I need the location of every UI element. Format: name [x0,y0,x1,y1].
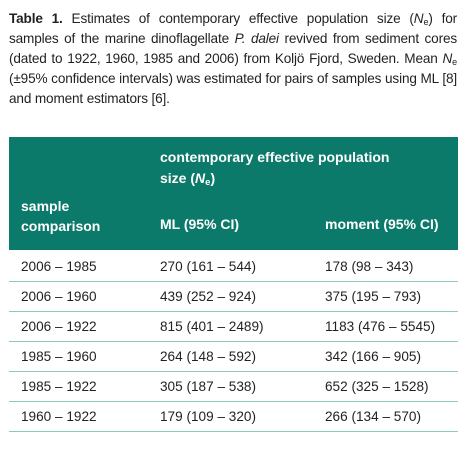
cell-ml: 815 (401 – 2489) [160,319,264,334]
cell-comparison: 2006 – 1960 [21,289,97,304]
caption-ne-symbol-2: N [442,51,453,66]
cell-ml: 179 (109 – 320) [160,409,256,424]
cell-ml: 270 (161 – 544) [160,259,256,274]
table-caption: Table 1. Estimates of contemporary effec… [9,9,457,109]
caption-ne-sub-2: e [452,57,457,67]
header-span-sub: e [205,177,211,188]
cell-moment: 342 (166 – 905) [325,349,421,364]
cell-ml: 264 (148 – 592) [160,349,256,364]
caption-label: Table 1. [9,11,63,26]
cell-ml: 439 (252 – 924) [160,289,256,304]
cell-ml: 305 (187 – 538) [160,379,256,394]
caption-text-2: ) for samples of the marine dinoflagella… [9,11,457,46]
table-row: 2006 – 1960 439 (252 – 924) 375 (195 – 7… [9,282,458,312]
header-sample-comparison: sample comparison [21,196,100,236]
cell-comparison: 2006 – 1985 [21,259,97,274]
caption-text-3: revived from sediment cores (dated to 19… [9,31,458,66]
header-ml: ML (95% CI) [160,216,240,232]
header-sample-line1: sample [21,198,70,214]
cell-moment: 652 (325 – 1528) [325,379,429,394]
cell-moment: 375 (195 – 793) [325,289,421,304]
cell-moment: 178 (98 – 343) [325,259,414,274]
caption-ne-symbol: N [413,11,424,26]
header-effective-population: contemporary effective population size (… [160,147,420,189]
table-row: 1985 – 1960 264 (148 – 592) 342 (166 – 9… [9,342,458,372]
table-header: contemporary effective population size (… [9,137,458,250]
header-span-prefix: size ( [160,170,196,186]
caption-text-4: (±95% confidence intervals) was estimate… [9,71,457,106]
header-span-symbol: N [195,170,206,186]
table-row: 2006 – 1985 270 (161 – 544) 178 (98 – 34… [9,252,458,282]
header-moment: moment (95% CI) [325,216,439,232]
table-row: 1960 – 1922 179 (109 – 320) 266 (134 – 5… [9,402,458,432]
caption-text-1: Estimates of contemporary effective popu… [62,11,414,26]
table-body: 2006 – 1985 270 (161 – 544) 178 (98 – 34… [9,252,458,432]
cell-comparison: 1960 – 1922 [21,409,97,424]
caption-ne-sub: e [423,17,429,27]
header-span-suffix: ) [210,170,216,186]
header-span-line1: contemporary effective population [160,149,390,165]
cell-moment: 1183 (476 – 5545) [325,319,436,334]
caption-species: P. dalei [234,31,279,46]
table-row: 1985 – 1922 305 (187 – 538) 652 (325 – 1… [9,372,458,402]
cell-comparison: 2006 – 1922 [21,319,97,334]
table-row: 2006 – 1922 815 (401 – 2489) 1183 (476 –… [9,312,458,342]
header-sample-line2: comparison [21,218,101,234]
cell-moment: 266 (134 – 570) [325,409,421,424]
cell-comparison: 1985 – 1960 [21,349,97,364]
ne-estimates-table: contemporary effective population size (… [9,137,458,432]
cell-comparison: 1985 – 1922 [21,379,97,394]
